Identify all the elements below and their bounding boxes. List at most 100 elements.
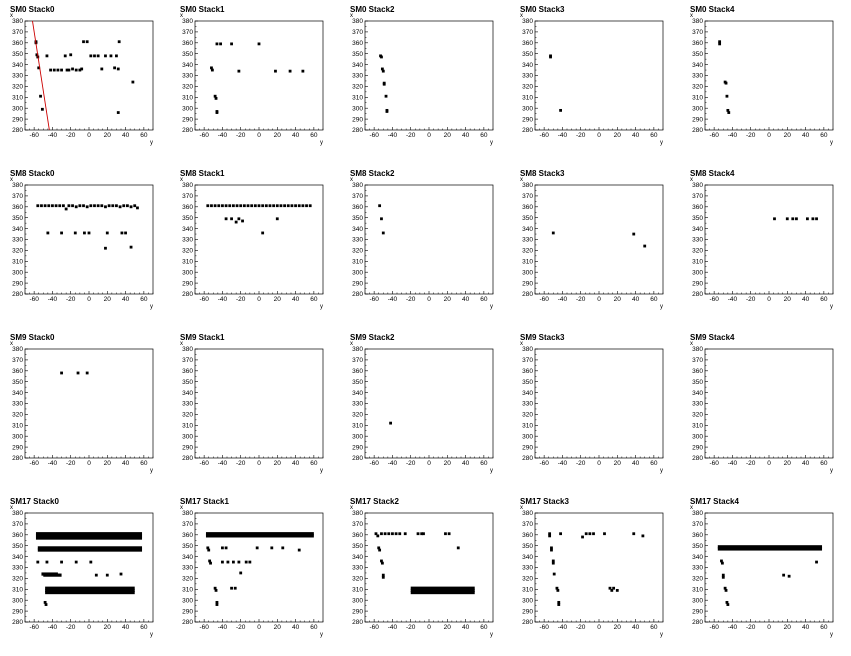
data-point — [444, 532, 447, 536]
y-tick-label: 350 — [692, 215, 703, 222]
panel-title: SM0 Stack1 — [180, 5, 225, 14]
y-tick-label: 370 — [692, 357, 703, 364]
y-tick-label: 380 — [12, 182, 23, 189]
x-tick-label: 20 — [784, 460, 792, 467]
y-tick-label: 380 — [352, 182, 363, 189]
scatter-plot: -60 -40 -20 0 20 40 60 280 290 300 310 320 330 340 350… — [690, 177, 834, 310]
data-point — [224, 204, 228, 208]
data-point — [67, 68, 71, 72]
y-tick-label: 300 — [352, 597, 363, 604]
data-point — [380, 561, 384, 565]
fit-line — [32, 21, 50, 130]
y-tick-label: 360 — [182, 532, 193, 539]
data-point — [234, 220, 238, 224]
stack-panel: SM9 Stack3 -60 -40 -20 0 20 40 60 280 290 300 310 32… — [510, 328, 680, 492]
data-point — [806, 217, 809, 221]
x-axis-title: y — [490, 304, 493, 310]
y-tick-label: 350 — [352, 215, 363, 222]
data-point — [305, 204, 308, 208]
data-point — [724, 588, 728, 592]
y-tick-label: 300 — [522, 269, 533, 276]
x-tick-label: -40 — [48, 624, 58, 631]
y-axis-title: x — [690, 13, 693, 19]
data-point — [96, 54, 100, 58]
y-tick-label: 360 — [352, 532, 363, 539]
x-tick-label: -60 — [539, 624, 549, 631]
x-tick-label: 40 — [802, 460, 810, 467]
y-tick-label: 330 — [182, 237, 193, 244]
y-tick-label: 340 — [352, 390, 363, 397]
y-tick-label: 350 — [522, 543, 533, 550]
plot-frame — [24, 512, 154, 623]
panel-title: SM17 Stack4 — [690, 497, 739, 506]
x-tick-label: 60 — [480, 460, 488, 467]
x-tick-label: -20 — [406, 296, 416, 303]
y-tick-label: 320 — [692, 412, 703, 419]
data-point — [381, 575, 385, 579]
data-point — [89, 54, 93, 58]
y-tick-label: 380 — [522, 182, 533, 189]
data-point — [592, 532, 595, 536]
y-axis-title: x — [180, 341, 183, 347]
data-point — [727, 111, 731, 114]
data-point — [210, 204, 213, 208]
x-axis-title: y — [830, 468, 833, 474]
y-axis-title: x — [10, 505, 13, 511]
data-point — [815, 217, 818, 221]
data-point — [74, 560, 78, 564]
y-tick-label: 320 — [182, 576, 193, 583]
y-axis-title: x — [180, 505, 183, 511]
scatter-plot: -60 -40 -20 0 20 40 60 280 290 300 310 320 330 340 350… — [180, 341, 324, 474]
stack-panel: SM9 Stack0 -60 -40 -20 0 20 40 60 280 290 300 310 32… — [0, 328, 170, 492]
stack-panel: SM0 Stack0 -60 -40 -20 0 20 40 60 280 290 300 310 32… — [0, 0, 170, 164]
scatter-plot: -60 -40 -20 0 20 40 60 280 290 300 310 320 330 340 350… — [520, 505, 664, 638]
data-point — [82, 40, 85, 44]
x-tick-label: 40 — [632, 624, 640, 631]
data-point — [244, 560, 248, 564]
data-point — [255, 546, 259, 550]
x-tick-label: -60 — [199, 132, 209, 139]
data-point — [51, 204, 54, 208]
data-point — [387, 532, 391, 536]
x-tick-label: -40 — [388, 624, 398, 631]
data-point — [385, 110, 389, 113]
data-point — [294, 204, 297, 208]
y-tick-label: 290 — [182, 608, 193, 615]
x-tick-label: 60 — [310, 624, 318, 631]
data-point — [239, 204, 243, 208]
data-point — [382, 82, 386, 86]
x-tick-label: 0 — [87, 132, 91, 139]
x-tick-label: 60 — [650, 460, 658, 467]
y-axis-title: x — [520, 177, 523, 183]
y-tick-label: 310 — [692, 95, 703, 102]
x-tick-label: 60 — [820, 132, 828, 139]
x-tick-label: 20 — [614, 132, 622, 139]
y-tick-label: 280 — [692, 127, 703, 134]
y-tick-label: 360 — [12, 204, 23, 211]
y-tick-label: 320 — [182, 412, 193, 419]
y-tick-label: 320 — [182, 248, 193, 255]
y-tick-label: 310 — [352, 95, 363, 102]
data-point — [551, 561, 555, 565]
x-tick-label: -60 — [709, 296, 719, 303]
x-tick-label: 60 — [820, 460, 828, 467]
x-tick-label: -40 — [558, 132, 568, 139]
y-tick-label: 380 — [12, 346, 23, 353]
y-tick-label: 360 — [692, 40, 703, 47]
y-tick-label: 320 — [522, 84, 533, 91]
data-point — [74, 205, 78, 209]
plot-frame — [24, 184, 154, 295]
x-tick-label: 0 — [87, 460, 91, 467]
y-tick-label: 280 — [352, 291, 363, 298]
data-point — [129, 205, 133, 209]
hit-band — [35, 536, 143, 540]
stack-panel: SM9 Stack4 -60 -40 -20 0 20 40 60 280 290 300 310 32… — [680, 328, 850, 492]
y-tick-label: 280 — [352, 127, 363, 134]
x-tick-label: -40 — [218, 132, 228, 139]
data-point — [380, 217, 383, 221]
y-tick-label: 300 — [352, 433, 363, 440]
data-point — [720, 559, 723, 563]
x-tick-label: 20 — [784, 624, 792, 631]
data-point — [230, 586, 233, 590]
data-point — [45, 54, 49, 58]
